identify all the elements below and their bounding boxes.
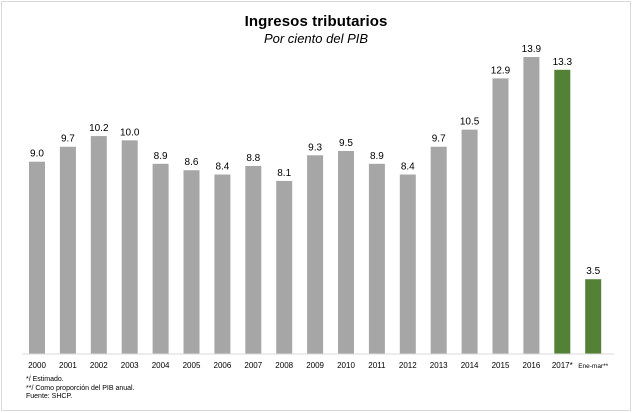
bar-9: [307, 155, 324, 354]
x-tick-label: 2002: [90, 361, 108, 370]
x-tick-label: 2012: [399, 361, 417, 370]
bar-16: [523, 57, 540, 354]
x-tick-label: 2003: [121, 361, 139, 370]
x-tick-label: 2010: [337, 361, 355, 370]
bar-2: [90, 136, 107, 354]
x-tick-label: 2013: [430, 361, 448, 370]
x-tick-label: 2015: [492, 361, 510, 370]
bar-18: [585, 279, 602, 354]
bar-4: [152, 163, 169, 354]
bar-13: [430, 146, 447, 354]
note-source: Fuente: SHCP.: [26, 393, 73, 401]
bar-14: [461, 129, 478, 354]
x-tick-label: 2004: [152, 361, 170, 370]
bar-3: [121, 140, 138, 354]
x-tick-label: Ene-mar**: [578, 363, 608, 370]
bar-value-label: 10.2: [89, 123, 109, 134]
tick-labels-group: 2000 2001 2002 2003 2004 2005 2006 2007 2008 2009…: [28, 361, 609, 370]
bar-10: [338, 151, 354, 354]
chart-subtitle: Por ciento del PIB: [263, 31, 369, 46]
bar-chart: 9.0 9.7 10.2 10.0 8.9 8.6 8.4 8.8 8.1 9.3 9.5 8.9 8.…: [22, 44, 614, 370]
bar-value-label: 8.9: [154, 151, 168, 162]
bar-value-label: 9.5: [339, 138, 353, 149]
x-tick-label: 2005: [183, 361, 201, 370]
bar-6: [214, 174, 231, 354]
bar-0: [29, 161, 45, 354]
x-tick-label: 2011: [368, 361, 386, 370]
bar-value-label: 10.5: [460, 117, 480, 128]
bar-value-label: 9.7: [61, 134, 75, 145]
bar-value-label: 13.3: [553, 57, 573, 68]
bar-value-label: 9.0: [30, 149, 44, 160]
x-tick-label: 2000: [28, 361, 46, 370]
bar-12: [399, 174, 416, 354]
bar-5: [183, 170, 200, 354]
x-tick-label: 2009: [306, 361, 324, 370]
bar-value-label: 10.0: [120, 127, 140, 138]
bar-15: [492, 78, 509, 355]
bar-value-label: 9.7: [432, 134, 446, 145]
bar-value-label: 8.6: [185, 157, 199, 168]
footnotes: */ Estimado. **/ Como proporción del PIB…: [26, 376, 135, 402]
bar-17: [554, 69, 571, 354]
note-estimated: */ Estimado.: [26, 376, 64, 383]
bar-value-label: 8.1: [277, 168, 291, 179]
note-proportion: **/ Como proporción del PIB anual.: [26, 384, 135, 392]
x-tick-label: 2007: [244, 361, 262, 370]
bar-value-label: 13.9: [522, 44, 542, 55]
x-tick-label: 2006: [214, 361, 232, 370]
bar-1: [59, 146, 76, 354]
bar-8: [276, 180, 293, 354]
bar-value-label: 8.4: [215, 162, 229, 173]
bar-value-label: 9.3: [308, 142, 322, 153]
x-tick-label: 2008: [275, 361, 293, 370]
x-tick-label: 2016: [523, 361, 541, 370]
bar-11: [368, 163, 385, 354]
bar-7: [245, 165, 262, 354]
x-tick-label: 2001: [59, 361, 77, 370]
bar-value-label: 8.9: [370, 151, 384, 162]
bar-value-label: 12.9: [491, 65, 511, 76]
bars-group: 9.0 9.7 10.2 10.0 8.9 8.6 8.4 8.8 8.1 9.3 9.5 8.9 8.…: [29, 44, 602, 355]
chart-title: Ingresos tributarios: [244, 13, 388, 30]
bar-value-label: 8.8: [246, 153, 260, 164]
x-tick-label: 2014: [461, 361, 479, 370]
bar-value-label: 8.4: [401, 162, 415, 173]
bar-value-label: 3.5: [586, 266, 600, 277]
x-tick-label: 2017*: [552, 361, 573, 370]
